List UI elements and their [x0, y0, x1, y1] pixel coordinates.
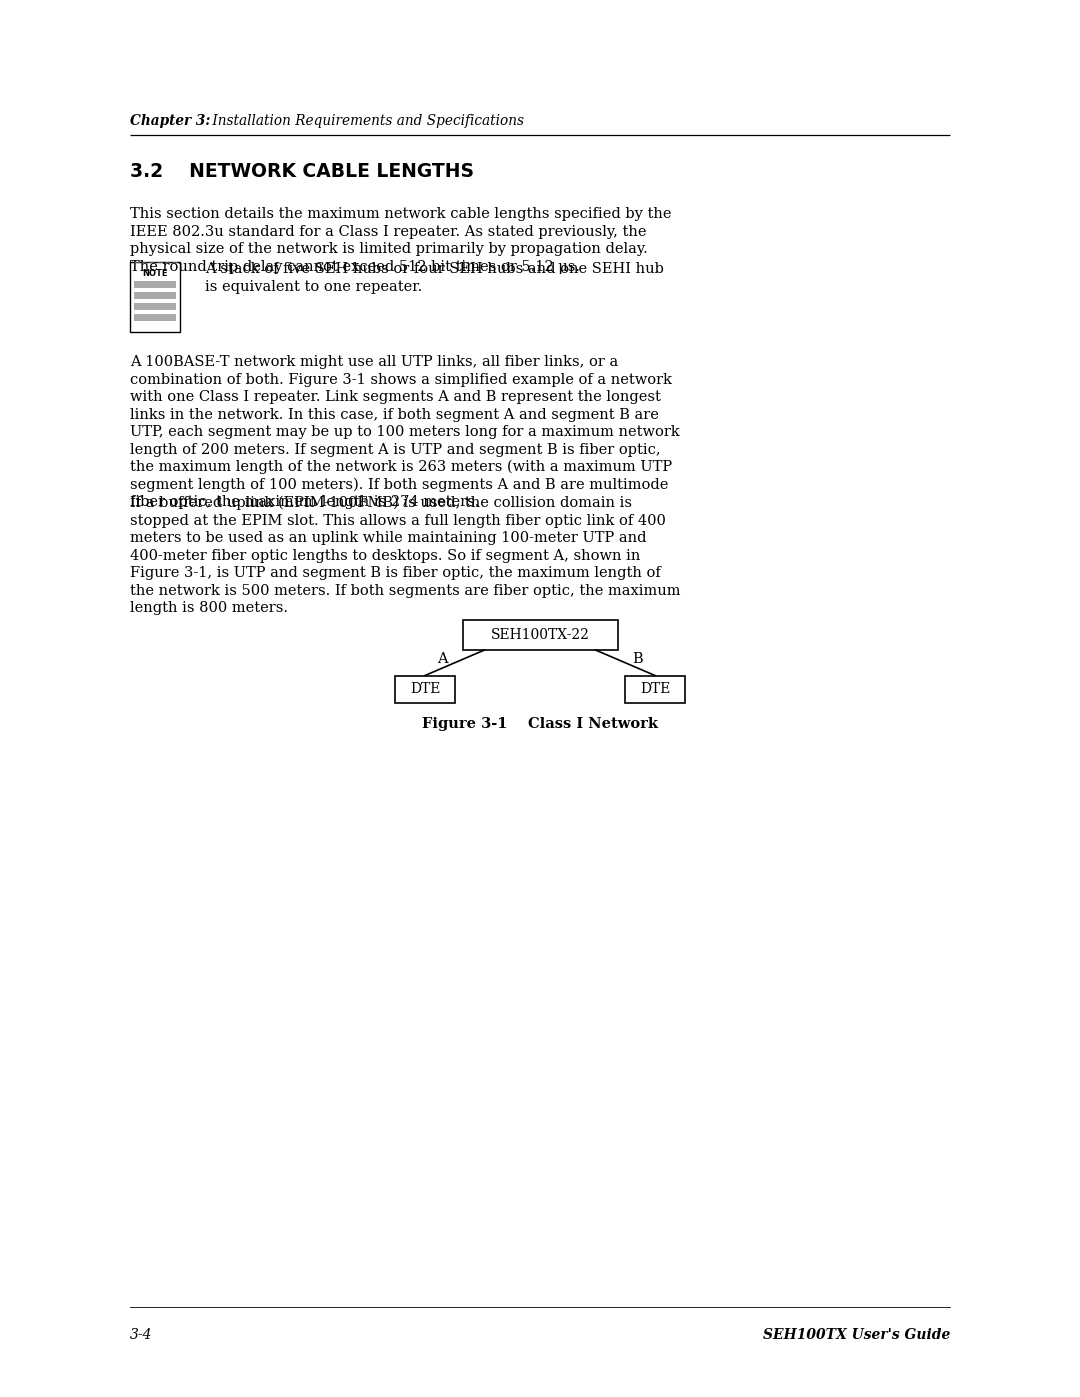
- FancyBboxPatch shape: [134, 292, 176, 299]
- FancyBboxPatch shape: [134, 303, 176, 310]
- Text: 400-meter fiber optic lengths to desktops. So if segment A, shown in: 400-meter fiber optic lengths to desktop…: [130, 549, 640, 563]
- Text: This section details the maximum network cable lengths specified by the: This section details the maximum network…: [130, 207, 672, 221]
- Text: Figure 3-1    Class I Network: Figure 3-1 Class I Network: [422, 717, 658, 731]
- Text: with one Class I repeater. Link segments A and B represent the longest: with one Class I repeater. Link segments…: [130, 390, 661, 404]
- Text: Installation Requirements and Specifications: Installation Requirements and Specificat…: [208, 115, 524, 129]
- FancyBboxPatch shape: [395, 676, 455, 703]
- Text: links in the network. In this case, if both segment A and segment B are: links in the network. In this case, if b…: [130, 408, 659, 422]
- Text: The round trip delay cannot exceed 512 bit times or 5.12 μs.: The round trip delay cannot exceed 512 b…: [130, 260, 580, 274]
- Text: physical size of the network is limited primarily by propagation delay.: physical size of the network is limited …: [130, 242, 648, 256]
- Text: IEEE 802.3u standard for a Class I repeater. As stated previously, the: IEEE 802.3u standard for a Class I repea…: [130, 225, 647, 239]
- Text: stopped at the EPIM slot. This allows a full length fiber optic link of 400: stopped at the EPIM slot. This allows a …: [130, 514, 666, 528]
- Text: combination of both. Figure 3-1 shows a simplified example of a network: combination of both. Figure 3-1 shows a …: [130, 373, 672, 387]
- Text: segment length of 100 meters). If both segments A and B are multimode: segment length of 100 meters). If both s…: [130, 478, 669, 492]
- Text: 3.2    NETWORK CABLE LENGTHS: 3.2 NETWORK CABLE LENGTHS: [130, 162, 474, 182]
- Text: fiber optic, the maximum length is 274 meters.: fiber optic, the maximum length is 274 m…: [130, 495, 480, 509]
- Text: Figure 3-1, is UTP and segment B is fiber optic, the maximum length of: Figure 3-1, is UTP and segment B is fibe…: [130, 566, 661, 580]
- Text: Chapter 3:: Chapter 3:: [130, 115, 211, 129]
- Text: SEH100TX-22: SEH100TX-22: [490, 629, 590, 643]
- Text: NOTE: NOTE: [143, 270, 167, 278]
- FancyBboxPatch shape: [134, 281, 176, 288]
- Text: is equivalent to one repeater.: is equivalent to one repeater.: [205, 279, 422, 293]
- Text: UTP, each segment may be up to 100 meters long for a maximum network: UTP, each segment may be up to 100 meter…: [130, 425, 679, 439]
- Text: meters to be used as an uplink while maintaining 100-meter UTP and: meters to be used as an uplink while mai…: [130, 531, 647, 545]
- FancyBboxPatch shape: [462, 620, 618, 650]
- Text: the network is 500 meters. If both segments are fiber optic, the maximum: the network is 500 meters. If both segme…: [130, 584, 680, 598]
- Text: DTE: DTE: [639, 682, 671, 696]
- Text: If a buffered uplink (EPIM-100FMB) is used, the collision domain is: If a buffered uplink (EPIM-100FMB) is us…: [130, 496, 632, 510]
- FancyBboxPatch shape: [130, 263, 180, 332]
- FancyBboxPatch shape: [134, 314, 176, 320]
- Text: length of 200 meters. If segment A is UTP and segment B is fiber optic,: length of 200 meters. If segment A is UT…: [130, 443, 661, 457]
- Text: length is 800 meters.: length is 800 meters.: [130, 601, 288, 615]
- FancyBboxPatch shape: [625, 676, 685, 703]
- Text: DTE: DTE: [409, 682, 441, 696]
- Text: A stack of five SEH hubs or four SEH hubs and one SEHI hub: A stack of five SEH hubs or four SEH hub…: [205, 263, 664, 277]
- Text: B: B: [632, 652, 643, 666]
- Text: A: A: [437, 652, 448, 666]
- Text: A 100BASE-T network might use all UTP links, all fiber links, or a: A 100BASE-T network might use all UTP li…: [130, 355, 618, 369]
- Text: the maximum length of the network is 263 meters (with a maximum UTP: the maximum length of the network is 263…: [130, 460, 672, 475]
- Text: SEH100TX User's Guide: SEH100TX User's Guide: [762, 1329, 950, 1343]
- Text: 3-4: 3-4: [130, 1329, 152, 1343]
